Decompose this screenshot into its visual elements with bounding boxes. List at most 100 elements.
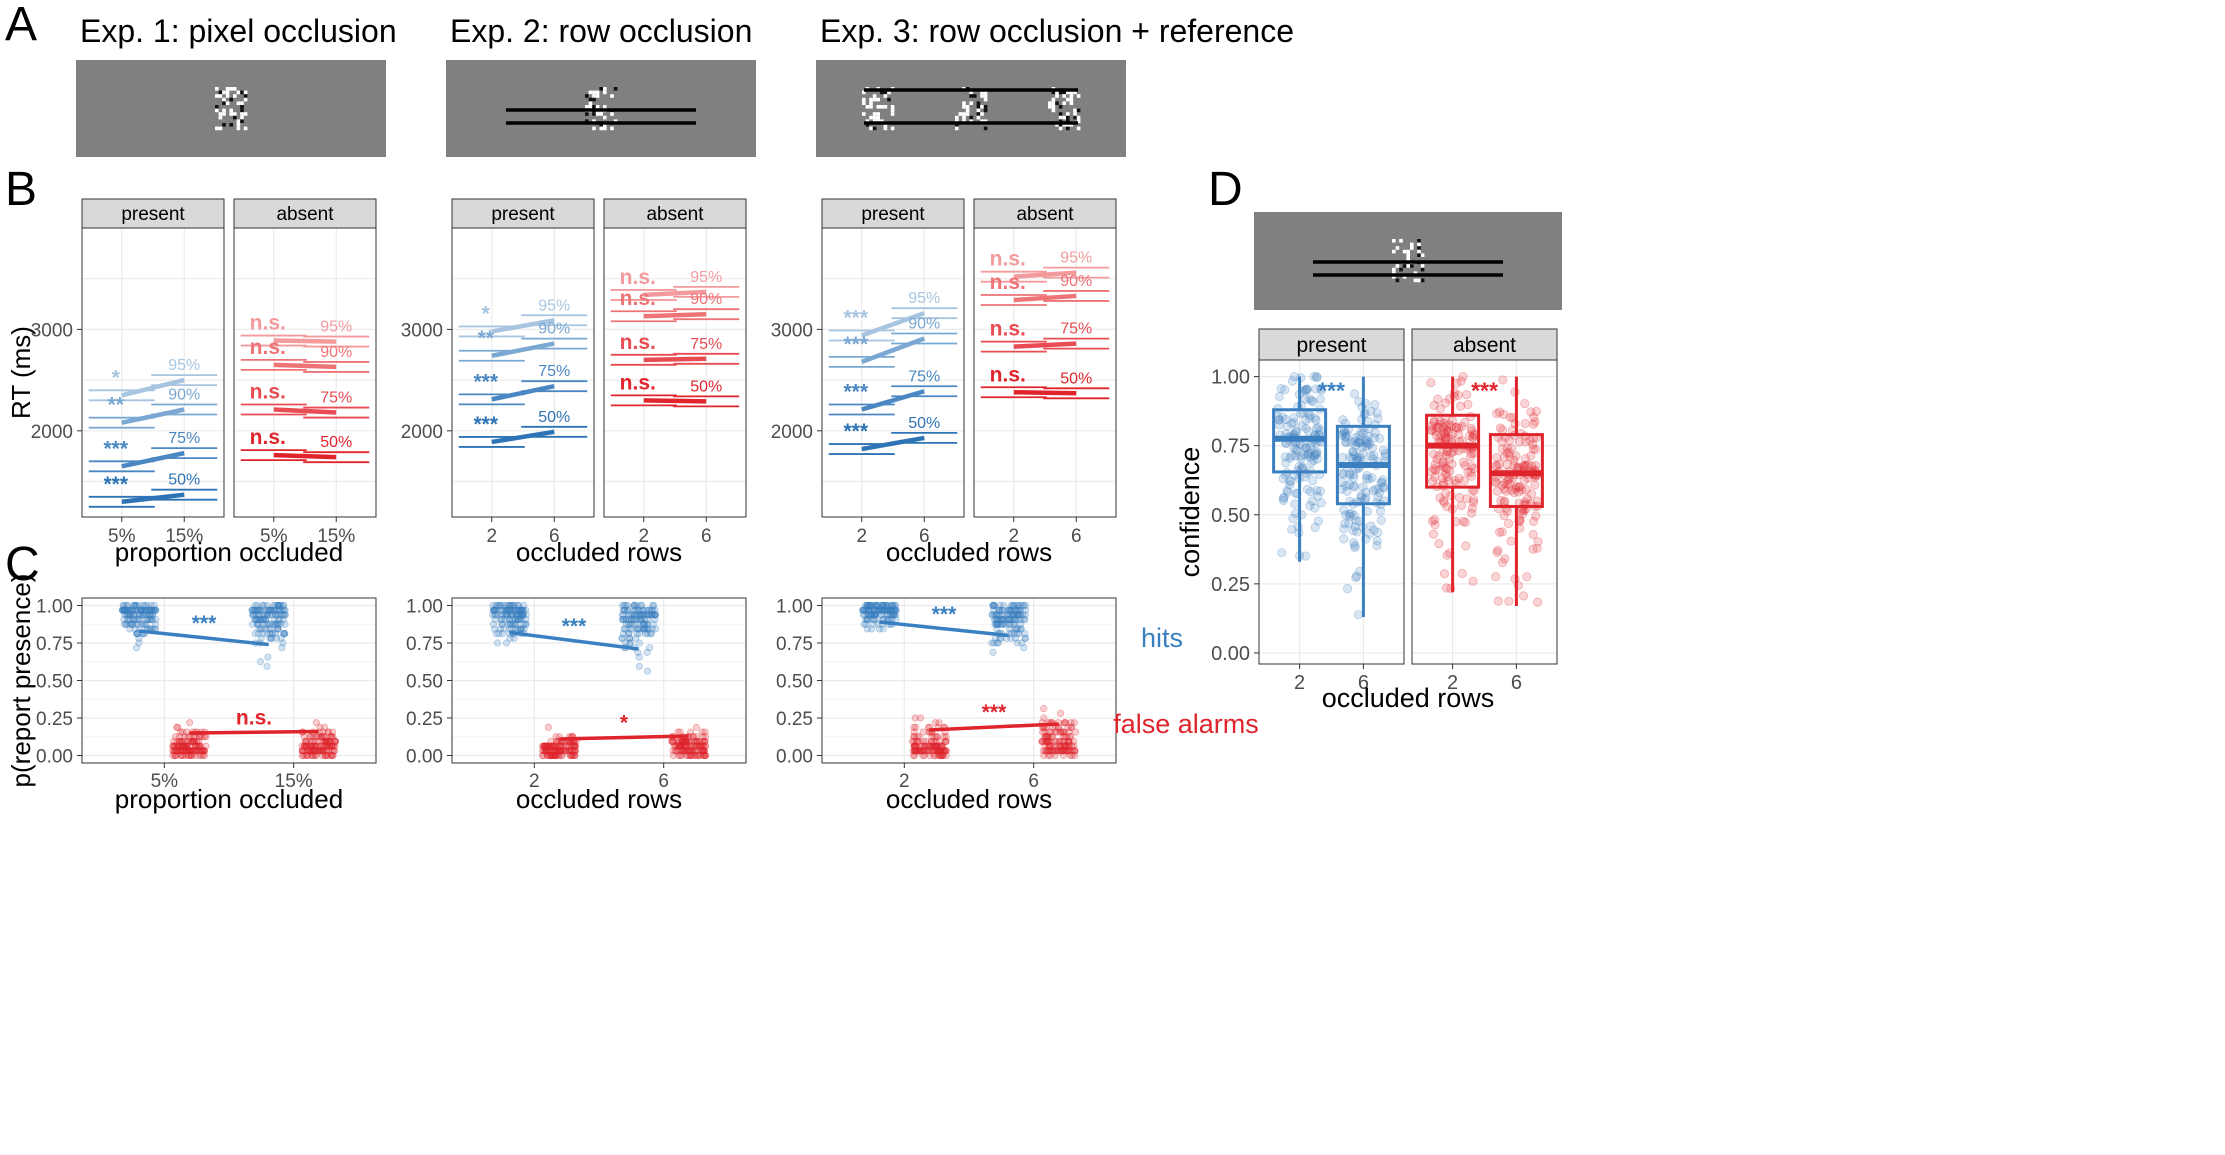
data-point xyxy=(501,611,510,619)
stimulus-pixel xyxy=(1406,264,1410,268)
data-point xyxy=(320,747,328,755)
stimulus-pixel xyxy=(862,90,866,95)
data-point xyxy=(1048,733,1056,741)
stimulus-pixel xyxy=(592,119,596,123)
data-point xyxy=(121,611,129,619)
data-point xyxy=(544,747,552,755)
data-point xyxy=(266,606,274,614)
data-point xyxy=(327,733,335,741)
data-point xyxy=(181,751,190,760)
data-point xyxy=(186,719,194,727)
data-point xyxy=(644,625,652,633)
y-tick-label: 1.00 xyxy=(406,597,443,618)
data-point xyxy=(331,737,339,746)
data-point xyxy=(1355,453,1365,463)
data-point xyxy=(701,742,710,750)
data-point xyxy=(634,606,642,614)
data-point xyxy=(567,742,576,750)
data-point xyxy=(267,606,275,614)
data-point xyxy=(312,751,320,760)
data-point xyxy=(1339,505,1349,515)
data-point xyxy=(508,615,517,624)
stimulus-pixel xyxy=(976,115,981,120)
stimulus-pixel xyxy=(1048,101,1052,105)
rt-series-75pct: 75% n.s. xyxy=(240,381,370,419)
stimulus-pixel xyxy=(1406,253,1410,257)
data-point xyxy=(552,742,560,750)
stimulus-pixel xyxy=(585,105,589,109)
data-point xyxy=(307,747,315,755)
data-point xyxy=(268,634,276,642)
data-point xyxy=(273,625,282,633)
data-point xyxy=(274,601,282,610)
y-tick-label: 0.75 xyxy=(776,634,813,655)
data-point xyxy=(687,742,695,750)
data-point xyxy=(181,742,189,750)
data-point xyxy=(193,737,201,746)
data-point xyxy=(329,733,337,741)
data-point xyxy=(263,611,271,619)
data-point xyxy=(1466,508,1477,518)
rt-line xyxy=(121,492,185,505)
data-point xyxy=(321,751,329,760)
data-point xyxy=(171,751,179,760)
data-point xyxy=(128,620,137,628)
y-tick-label: 2000 xyxy=(401,422,443,443)
data-point xyxy=(560,747,568,755)
stimulus-pixel xyxy=(1062,94,1066,98)
stimulus-pixel xyxy=(1402,249,1407,254)
data-point xyxy=(1302,384,1313,394)
stimulus-pixel xyxy=(599,126,603,131)
stimulus-pixel xyxy=(603,115,607,120)
data-point xyxy=(619,606,628,614)
data-point xyxy=(170,742,178,750)
data-point xyxy=(267,634,275,642)
data-point xyxy=(1442,550,1452,560)
data-point xyxy=(911,747,919,755)
stimulus-pixel xyxy=(603,126,607,131)
panel-border xyxy=(973,227,1117,518)
data-point xyxy=(274,620,283,628)
data-point xyxy=(131,601,140,610)
data-point xyxy=(135,615,143,624)
data-point xyxy=(570,742,578,750)
data-point xyxy=(518,625,526,633)
data-point xyxy=(324,737,332,746)
data-point xyxy=(254,606,262,614)
data-point xyxy=(307,742,315,750)
data-point xyxy=(996,601,1004,610)
data-point xyxy=(643,630,652,638)
data-point xyxy=(541,742,549,750)
data-point xyxy=(671,747,680,755)
data-point xyxy=(170,737,178,746)
data-point xyxy=(694,751,702,760)
data-point xyxy=(626,620,635,628)
data-point xyxy=(1491,478,1501,488)
data-point xyxy=(306,733,314,741)
data-point xyxy=(316,747,325,755)
rt-facet-absent: absent 95% n.s. 90% n.s. 75% n.s. 50% n.s. 5% 15% xyxy=(233,198,377,547)
stimulus-pixel xyxy=(976,112,981,116)
data-point xyxy=(1491,571,1501,582)
data-point xyxy=(542,747,550,755)
data-point xyxy=(250,611,258,619)
data-point xyxy=(275,615,283,624)
data-point xyxy=(308,742,316,750)
data-point xyxy=(505,606,513,614)
data-point xyxy=(518,606,526,614)
data-point xyxy=(125,615,133,624)
stimulus-exp2 xyxy=(446,60,756,157)
data-point xyxy=(1504,596,1514,606)
data-point xyxy=(627,615,635,624)
data-point xyxy=(1435,493,1445,503)
data-point xyxy=(309,747,317,755)
data-point xyxy=(118,606,127,614)
data-point xyxy=(189,737,197,746)
data-point xyxy=(681,742,690,750)
data-point xyxy=(280,601,288,610)
stimulus-pixel xyxy=(215,108,219,113)
data-point xyxy=(1529,412,1539,422)
data-point xyxy=(138,611,146,619)
data-point xyxy=(1366,451,1376,461)
